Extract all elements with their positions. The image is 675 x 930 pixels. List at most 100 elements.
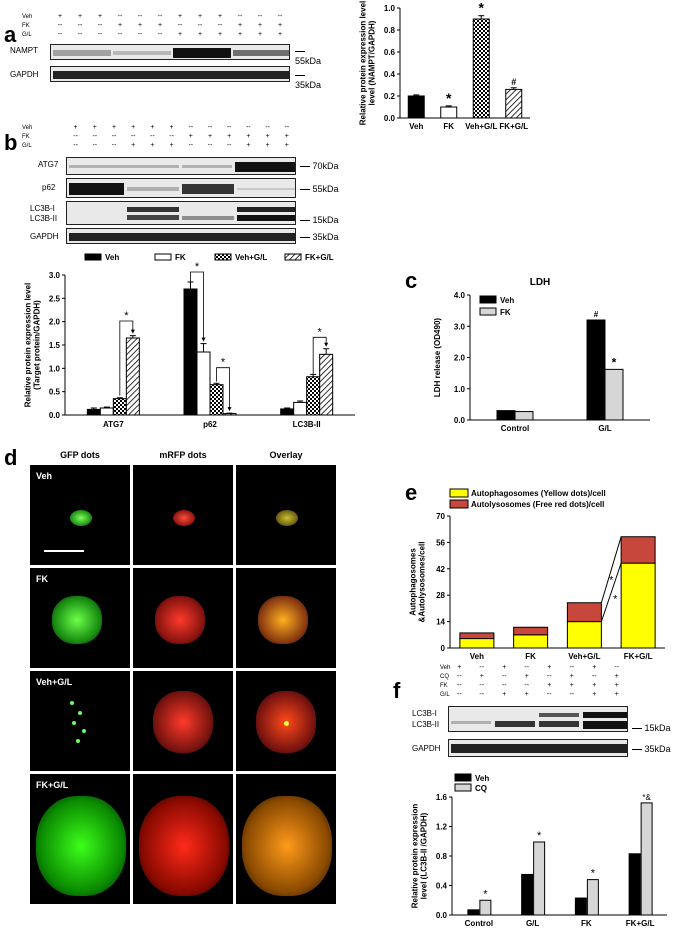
mrfp-image-fk-gl [133, 774, 233, 904]
legend-swatch [479, 307, 497, 316]
legend-label: Veh+G/L [235, 253, 267, 262]
bar-segment-autolysosomes [459, 632, 495, 640]
panel-d-fluorescence-grid: GFP dots mRFP dots Overlay Veh FK Veh+G/… [30, 450, 340, 905]
condition-symbol: -- [137, 13, 143, 20]
condition-symbol: -- [77, 22, 83, 29]
atg7-blot-strip [66, 157, 296, 175]
y-tick-label: 0.0 [436, 911, 448, 920]
condition-symbol: -- [57, 22, 63, 29]
bar-segment-autophagosomes [620, 562, 656, 649]
y-tick-label: 0.5 [49, 388, 61, 397]
significance-mark: * [612, 355, 617, 369]
significance-bracket [312, 336, 327, 374]
bar [586, 879, 599, 916]
overlay-image-veh-gl [236, 671, 336, 771]
condition-symbol: -- [217, 22, 223, 29]
mw-marker: 15kDa [300, 215, 339, 225]
condition-symbol: -- [614, 664, 620, 671]
bar [479, 899, 492, 916]
y-label-line: Autophagosomes [409, 548, 418, 616]
y-tick-label: 0.6 [384, 48, 396, 57]
condition-row-label: Veh [22, 125, 33, 131]
bar [125, 337, 140, 416]
scale-bar [44, 550, 84, 552]
legend-label: FK+G/L [305, 253, 334, 262]
condition-symbol: -- [197, 22, 203, 29]
y-tick-label: 28 [436, 591, 445, 600]
x-tick-label: Control [501, 424, 529, 433]
condition-symbol: -- [169, 133, 174, 140]
x-tick-label: Veh+G/L [465, 122, 497, 131]
condition-symbol: -- [150, 133, 155, 140]
nampt-blot-strip [50, 44, 290, 60]
y-label-line: Relative protein expression level [24, 283, 33, 408]
condition-symbol: -- [257, 13, 263, 20]
condition-symbol: + [117, 22, 123, 29]
bar [280, 408, 295, 416]
bar [86, 408, 101, 416]
condition-symbol: -- [246, 124, 251, 131]
significance-bracket [190, 271, 204, 341]
condition-symbol: + [131, 124, 136, 131]
gapdh-blot-strip [448, 739, 628, 757]
condition-symbol: + [457, 664, 462, 671]
legend-swatch [454, 783, 472, 792]
y-tick-label: 0.4 [436, 882, 448, 891]
overlay-image-fk [236, 568, 336, 668]
y-tick-label: 2.5 [49, 294, 61, 303]
mrfp-image-veh-gl [133, 671, 233, 771]
bar [496, 410, 516, 421]
bar [505, 88, 523, 119]
condition-symbol: + [614, 673, 619, 680]
significance-bracket [119, 320, 134, 396]
legend-swatch [449, 488, 469, 498]
chart-e-autophagosome-counts: Autophagosomes (Yellow dots)/cell Autolys… [409, 488, 665, 661]
condition-symbol: + [547, 664, 552, 671]
column-header: GFP dots [60, 450, 100, 460]
gapdh-blot-strip [66, 228, 296, 244]
condition-matrix: Veh + -- + -- + -- + -- CQ -- + -- + -- + -- + FK -- -- -- -- +… [400, 664, 675, 705]
bar [407, 95, 425, 119]
x-tick-label: FK [525, 652, 536, 661]
condition-symbol: -- [277, 13, 283, 20]
condition-symbol: + [217, 31, 223, 38]
condition-symbol: -- [137, 31, 143, 38]
condition-symbol: -- [73, 133, 78, 140]
condition-symbol: -- [569, 691, 575, 698]
condition-symbol: -- [546, 691, 552, 698]
panel-label-b: b [4, 130, 18, 155]
bar [440, 106, 458, 119]
condition-symbol: -- [73, 142, 78, 149]
condition-symbol: -- [57, 31, 63, 38]
bracket-arrow [324, 342, 329, 347]
lc3b-bands [127, 207, 295, 221]
condition-symbol: -- [130, 133, 136, 140]
y-axis-label: Relative protein expression level level (… [359, 1, 377, 126]
condition-symbol: -- [479, 691, 485, 698]
legend-label: Veh [105, 253, 119, 262]
nampt-bands [53, 48, 289, 58]
condition-symbol: + [614, 682, 619, 689]
condition-symbol: + [197, 31, 203, 38]
panel-label-d: d [4, 445, 18, 470]
bar [640, 802, 653, 916]
condition-symbol: + [614, 691, 619, 698]
legend-swatch [154, 253, 172, 261]
condition-symbol: + [502, 691, 507, 698]
condition-symbol: -- [111, 133, 117, 140]
gfp-image-fk-gl: FK+G/L [30, 774, 130, 904]
condition-symbol: -- [226, 124, 232, 131]
condition-symbol: + [592, 664, 597, 671]
x-tick-label: G/L [526, 919, 539, 928]
gapdh-bands [53, 71, 289, 79]
condition-symbol: + [284, 142, 289, 149]
condition-symbol: + [92, 124, 97, 131]
panel-label-e: e [405, 480, 418, 505]
condition-symbol: + [150, 142, 155, 149]
condition-symbol: -- [569, 664, 575, 671]
overlay-image-fk-gl [236, 774, 336, 904]
y-tick-label: 1.0 [49, 364, 61, 373]
condition-symbol: -- [456, 682, 462, 689]
bar [467, 909, 480, 916]
condition-symbol: + [177, 31, 183, 38]
